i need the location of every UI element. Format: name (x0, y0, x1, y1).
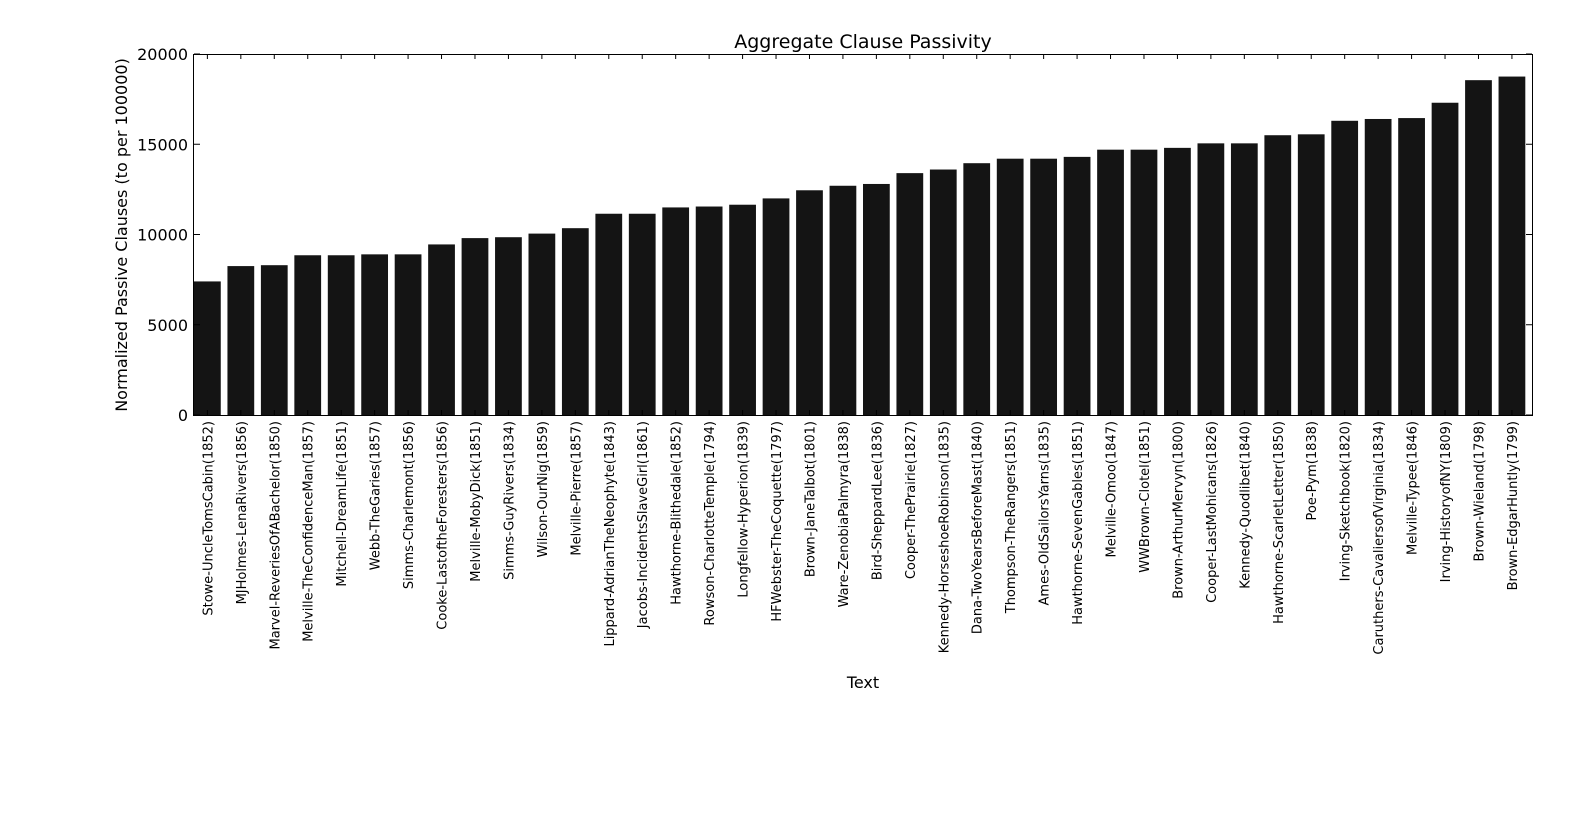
bars-group (194, 76, 1526, 416)
bar-17 (729, 204, 756, 415)
y-tick-label-4: 20000 (137, 45, 188, 64)
x-tick-label-5: Mitchell-DreamLife(1851) (335, 421, 350, 587)
x-tick-label-11: Wilson-OurNig(1859) (536, 421, 551, 557)
x-tick-label-4: Melville-TheConfidenceMan(1857) (302, 421, 317, 642)
bar-25 (996, 158, 1024, 415)
y-tick-labels: 0 5000 10000 15000 20000 (137, 45, 188, 425)
bar-8 (428, 244, 455, 415)
bar-7 (394, 254, 422, 415)
bar-38 (1431, 102, 1459, 416)
bar-10 (495, 237, 522, 415)
bar-6 (361, 254, 389, 415)
x-tick-label-37: Melville-Typee(1846) (1406, 421, 1421, 555)
y-tick-label-0: 0 (178, 406, 188, 425)
bar-30 (1164, 147, 1191, 416)
bar-12 (561, 228, 589, 415)
x-tick-label-38: Irving-HistoryofNY(1809) (1439, 421, 1454, 582)
y-tick-label-2: 10000 (137, 226, 188, 245)
bar-3 (260, 265, 288, 415)
chart-title: Aggregate Clause Passivity (734, 31, 991, 53)
bar-32 (1230, 143, 1258, 415)
bar-39 (1465, 80, 1492, 416)
x-tick-label-36: Caruthers-CavaliersofVirginia(1834) (1372, 421, 1387, 655)
x-tick-label-21: Bird-SheppardLee(1836) (870, 421, 885, 580)
x-tick-label-18: HFWebster-TheCoquette(1797) (770, 421, 785, 622)
x-tick-labels: Stowe-UncleTomsCabin(1852) MJHolmes-LenaR… (201, 421, 1521, 655)
bar-21 (863, 183, 890, 415)
x-tick-label-9: Melville-MobyDick(1851) (469, 421, 484, 582)
x-tick-label-1: Stowe-UncleTomsCabin(1852) (201, 421, 216, 616)
bar-5 (327, 255, 355, 415)
x-tick-label-30: Brown-ArthurMervyn(1800) (1171, 421, 1186, 599)
bar-29 (1130, 149, 1158, 416)
bar-9 (461, 238, 489, 415)
x-tick-label-39: Brown-Wieland(1798) (1472, 421, 1487, 561)
bar-2 (227, 266, 255, 415)
x-tick-label-20: Ware-ZenobiaPalmyra(1838) (837, 421, 852, 607)
x-tick-label-33: Hawthorne-ScarletLetter(1850) (1272, 421, 1287, 624)
y-tick-label-1: 5000 (147, 316, 188, 335)
bar-31 (1197, 143, 1225, 415)
bar-28 (1097, 149, 1124, 416)
x-tick-label-16: Rowson-CharlotteTemple(1794) (703, 421, 718, 626)
bar-23 (929, 169, 957, 415)
bar-20 (829, 185, 857, 415)
bar-27 (1063, 156, 1091, 415)
bar-36 (1364, 118, 1392, 415)
bar-4 (294, 255, 322, 415)
x-tick-label-22: Cooper-ThePrairie(1827) (904, 421, 919, 579)
x-tick-label-7: Simms-Charlemont(1856) (402, 421, 417, 589)
bar-15 (662, 207, 690, 415)
bar-26 (1030, 158, 1058, 415)
plot-frame (193, 54, 1533, 416)
x-tick-label-25: Thompson-TheRangers(1851) (1004, 421, 1019, 614)
x-tick-label-34: Poe-Pym(1838) (1305, 421, 1320, 520)
x-tick-label-13: Lippard-AdrianTheNeophyte(1843) (603, 421, 618, 647)
x-tick-label-31: Cooper-LastMohicans(1826) (1205, 421, 1220, 603)
x-tick-label-2: MJHolmes-LenaRivers(1856) (235, 421, 250, 604)
bar-34 (1297, 134, 1325, 415)
x-tick-label-14: Jacobs-IncidentsSlaveGirl(1861) (636, 421, 651, 629)
x-tick-label-10: Simms-GuyRivers(1834) (502, 421, 517, 580)
bar-1 (194, 281, 221, 415)
bar-11 (528, 233, 556, 415)
bar-19 (796, 190, 823, 415)
x-tick-label-12: Melville-Pierre(1857) (569, 421, 584, 556)
x-tick-label-8: Cooke-LastoftheForesters(1856) (436, 421, 451, 630)
bar-13 (595, 213, 623, 415)
x-tick-label-27: Hawthorne-SevenGables(1851) (1071, 421, 1086, 625)
x-tick-label-15: Hawthorne-Blithedale(1852) (670, 421, 685, 605)
x-tick-label-26: Ames-OldSailorsYarns(1835) (1038, 421, 1053, 605)
x-tick-label-3: Marvel-ReveriesOfABachelor(1850) (268, 421, 283, 650)
bar-22 (896, 173, 924, 415)
y-tick-label-3: 15000 (137, 135, 188, 154)
x-axis-label: Text (846, 673, 879, 692)
x-tick-label-23: Kennedy-HorseshoeRobinson(1835) (937, 421, 952, 653)
x-tick-label-28: Melville-Omoo(1847) (1105, 421, 1120, 557)
x-tick-label-24: Dana-TwoYearsBeforeMast(1840) (971, 421, 986, 634)
x-tick-label-17: Longfellow-Hyperion(1839) (737, 421, 752, 598)
x-tick-label-35: Irving-Sketchbook(1820) (1339, 421, 1354, 581)
x-tick-label-40: Brown-EdgarHuntly(1799) (1506, 421, 1521, 590)
bar-35 (1331, 120, 1359, 415)
x-tick-label-29: WWBrown-Clotel(1851) (1138, 421, 1153, 573)
bar-14 (628, 213, 656, 415)
y-axis-label: Normalized Passive Clauses (to per 10000… (112, 58, 131, 412)
bar-18 (762, 198, 790, 415)
x-tick-label-32: Kennedy-Quodlibet(1840) (1238, 421, 1253, 589)
bar-24 (963, 163, 991, 415)
bar-33 (1264, 135, 1292, 415)
x-tick-label-19: Brown-JaneTalbot(1801) (803, 421, 818, 577)
bar-16 (695, 206, 723, 415)
x-tick-label-6: Webb-TheGaries(1857) (369, 421, 384, 570)
bar-37 (1398, 118, 1425, 415)
bar-40 (1498, 76, 1526, 415)
